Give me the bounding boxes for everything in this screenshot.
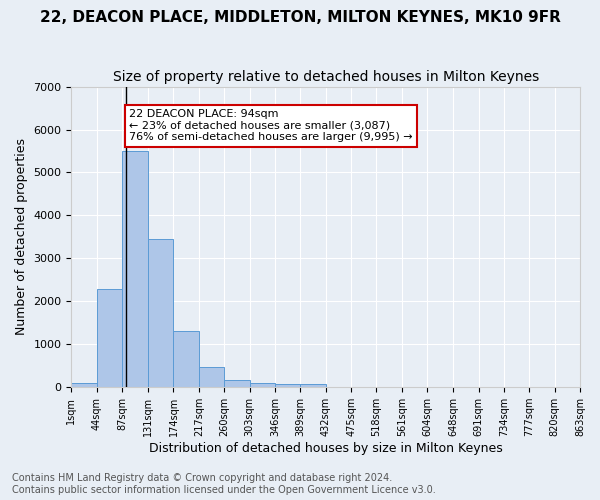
Bar [250,384,275,387]
Bar [122,151,148,387]
Text: 22, DEACON PLACE, MIDDLETON, MILTON KEYNES, MK10 9FR: 22, DEACON PLACE, MIDDLETON, MILTON KEYN… [40,10,560,25]
Bar [71,383,97,387]
Y-axis label: Number of detached properties: Number of detached properties [15,138,28,336]
Bar [199,367,224,387]
Bar [97,290,122,387]
Bar [173,332,199,387]
Title: Size of property relative to detached houses in Milton Keynes: Size of property relative to detached ho… [113,70,539,84]
Bar [224,380,250,387]
Bar [148,239,173,387]
Text: Contains HM Land Registry data © Crown copyright and database right 2024.
Contai: Contains HM Land Registry data © Crown c… [12,474,436,495]
X-axis label: Distribution of detached houses by size in Milton Keynes: Distribution of detached houses by size … [149,442,503,455]
Bar [275,384,301,387]
Bar [301,384,326,387]
Text: 22 DEACON PLACE: 94sqm
← 23% of detached houses are smaller (3,087)
76% of semi-: 22 DEACON PLACE: 94sqm ← 23% of detached… [129,109,413,142]
